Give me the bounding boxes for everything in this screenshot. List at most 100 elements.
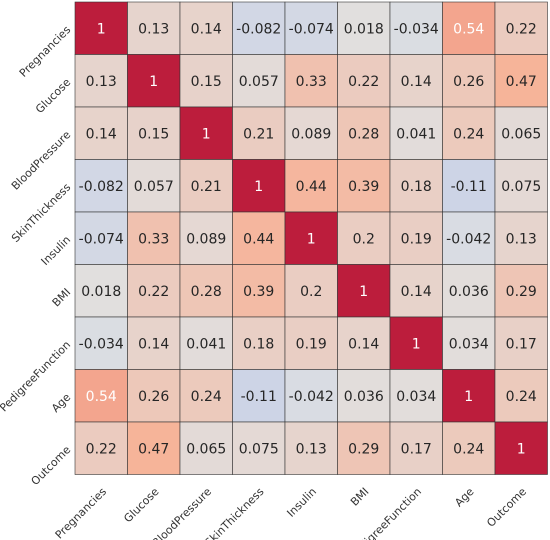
- heatmap-cell-value-insulin-pedigree-function: 0.19: [401, 231, 432, 247]
- heatmap-cell-value-bmi-blood-pressure: 0.28: [191, 284, 222, 300]
- heatmap-cell-value-pregnancies-age: 0.54: [453, 21, 484, 37]
- heatmap-cell-value-outcome-insulin: 0.13: [296, 441, 327, 457]
- heatmap-cell-value-pedigree-function-outcome: 0.17: [506, 336, 537, 352]
- heatmap-cell-value-age-outcome: 0.24: [506, 389, 537, 405]
- heatmap-cell-glucose-age: [442, 54, 496, 108]
- heatmap-cell-value-pregnancies-skin-thickness: -0.082: [236, 21, 281, 37]
- heatmap-cell-value-bmi-outcome: 0.29: [506, 284, 537, 300]
- heatmap-cell-value-pedigree-function-age: 0.034: [449, 336, 489, 352]
- heatmap-cell-value-outcome-pedigree-function: 0.17: [401, 441, 432, 457]
- heatmap-cell-labels: 1 0.13 0.14 -0.082 -0.074 0.018 -0.034 0.54 0.22…: [79, 21, 542, 457]
- heatmap-cell-value-bmi-skin-thickness: 0.39: [243, 284, 274, 300]
- heatmap-cell-age-outcome: [494, 369, 548, 423]
- heatmap-cell-outcome-blood-pressure: [179, 421, 233, 475]
- heatmap-cell-skin-thickness-age: [442, 159, 496, 213]
- heatmap-cell-value-skin-thickness-pregnancies: -0.082: [79, 179, 124, 195]
- heatmap-cell-value-bmi-age: 0.036: [449, 284, 489, 300]
- heatmap-cell-bmi-insulin: [284, 264, 338, 318]
- heatmap-cell-value-age-pedigree-function: 0.034: [396, 389, 436, 405]
- heatmap-cell-value-bmi-glucose: 0.22: [138, 284, 169, 300]
- heatmap-cell-blood-pressure-blood-pressure: [179, 106, 233, 160]
- heatmap-cell-value-age-skin-thickness: -0.11: [241, 389, 277, 405]
- heatmap-cell-insulin-outcome: [494, 211, 548, 265]
- heatmap-cell-value-blood-pressure-skin-thickness: 0.21: [243, 126, 274, 142]
- heatmap-cell-pregnancies-blood-pressure: [179, 1, 233, 55]
- heatmap-cell-bmi-outcome: [494, 264, 548, 318]
- heatmap-cell-value-bmi-pregnancies: 0.018: [81, 284, 121, 300]
- heatmap-cell-glucose-blood-pressure: [179, 54, 233, 108]
- heatmap-cell-value-glucose-age: 0.26: [453, 74, 484, 90]
- heatmap-cell-glucose-insulin: [284, 54, 338, 108]
- heatmap-cell-pedigree-function-blood-pressure: [179, 316, 233, 370]
- heatmap-cell-value-pregnancies-pregnancies: 1: [97, 21, 106, 37]
- heatmap-cell-value-pedigree-function-bmi: 0.14: [348, 336, 379, 352]
- heatmap-cell-bmi-bmi: [337, 264, 391, 318]
- heatmap-cell-pedigree-function-pregnancies: [74, 316, 128, 370]
- y-tick-label-insulin: Insulin: [39, 233, 74, 268]
- heatmap-cell-value-insulin-glucose: 0.33: [138, 231, 169, 247]
- heatmap-cell-bmi-blood-pressure: [179, 264, 233, 318]
- heatmap-cell-outcome-outcome: [494, 421, 548, 475]
- heatmap-cell-pregnancies-age: [442, 1, 496, 55]
- heatmap-cell-glucose-pregnancies: [74, 54, 128, 108]
- heatmap-cell-value-insulin-pregnancies: -0.074: [79, 231, 124, 247]
- heatmap-cell-insulin-blood-pressure: [179, 211, 233, 265]
- heatmap-cell-bmi-pregnancies: [74, 264, 128, 318]
- heatmap-cell-value-pedigree-function-glucose: 0.14: [138, 336, 169, 352]
- heatmap-cell-value-bmi-bmi: 1: [359, 284, 368, 300]
- heatmap-cell-insulin-skin-thickness: [232, 211, 286, 265]
- heatmap-cell-value-pregnancies-blood-pressure: 0.14: [191, 21, 222, 37]
- heatmap-cell-value-blood-pressure-bmi: 0.28: [348, 126, 379, 142]
- heatmap-cell-value-skin-thickness-outcome: 0.075: [501, 179, 541, 195]
- heatmap-cell-value-insulin-bmi: 0.2: [353, 231, 375, 247]
- y-tick-label-bmi: BMI: [50, 286, 74, 310]
- heatmap-cell-value-blood-pressure-pregnancies: 0.14: [86, 126, 117, 142]
- heatmap-cell-value-outcome-outcome: 1: [517, 441, 526, 457]
- heatmap-cell-value-insulin-skin-thickness: 0.44: [243, 231, 274, 247]
- heatmap-cell-value-blood-pressure-age: 0.24: [453, 126, 484, 142]
- heatmap-cell-value-age-age: 1: [464, 389, 473, 405]
- heatmap-cell-blood-pressure-glucose: [127, 106, 181, 160]
- heatmap-cell-outcome-skin-thickness: [232, 421, 286, 475]
- heatmap-cell-value-insulin-outcome: 0.13: [506, 231, 537, 247]
- heatmap-cell-value-insulin-blood-pressure: 0.089: [186, 231, 226, 247]
- heatmap-cell-value-outcome-age: 0.24: [453, 441, 484, 457]
- heatmap-cell-value-insulin-age: -0.042: [446, 231, 491, 247]
- heatmap-cell-pregnancies-pregnancies: [74, 1, 128, 55]
- heatmap-cell-value-blood-pressure-insulin: 0.089: [291, 126, 331, 142]
- heatmap-cell-blood-pressure-pedigree-function: [389, 106, 443, 160]
- heatmap-cell-value-outcome-glucose: 0.47: [138, 441, 169, 457]
- heatmap-cell-value-glucose-bmi: 0.22: [348, 74, 379, 90]
- heatmap-cell-glucose-skin-thickness: [232, 54, 286, 108]
- heatmap-cell-outcome-insulin: [284, 421, 338, 475]
- heatmap-cell-value-skin-thickness-pedigree-function: 0.18: [401, 179, 432, 195]
- heatmap-cell-outcome-pregnancies: [74, 421, 128, 475]
- heatmap-cell-insulin-pedigree-function: [389, 211, 443, 265]
- heatmap-cell-insulin-glucose: [127, 211, 181, 265]
- x-tick-label-age: Age: [452, 485, 476, 509]
- heatmap-cell-value-blood-pressure-pedigree-function: 0.041: [396, 126, 436, 142]
- heatmap-cell-value-age-blood-pressure: 0.24: [191, 389, 222, 405]
- heatmap-cell-age-skin-thickness: [232, 369, 286, 423]
- heatmap-cell-skin-thickness-glucose: [127, 159, 181, 213]
- heatmap-cell-value-insulin-insulin: 1: [307, 231, 316, 247]
- heatmap-cell-pedigree-function-insulin: [284, 316, 338, 370]
- heatmap-cell-blood-pressure-outcome: [494, 106, 548, 160]
- heatmap-cell-value-blood-pressure-glucose: 0.15: [138, 126, 169, 142]
- heatmap-cell-value-pregnancies-outcome: 0.22: [506, 21, 537, 37]
- heatmap-cell-value-glucose-insulin: 0.33: [296, 74, 327, 90]
- heatmap-cell-insulin-bmi: [337, 211, 391, 265]
- heatmap-cell-value-blood-pressure-outcome: 0.065: [501, 126, 541, 142]
- heatmap-cell-skin-thickness-skin-thickness: [232, 159, 286, 213]
- heatmap-cell-value-glucose-glucose: 1: [149, 74, 158, 90]
- heatmap-cell-value-pedigree-function-pedigree-function: 1: [412, 336, 421, 352]
- heatmap-cell-value-skin-thickness-glucose: 0.057: [134, 179, 174, 195]
- heatmap-cell-pedigree-function-pedigree-function: [389, 316, 443, 370]
- heatmap-cell-value-pedigree-function-blood-pressure: 0.041: [186, 336, 226, 352]
- heatmap-cell-value-glucose-skin-thickness: 0.057: [239, 74, 279, 90]
- y-tick-label-outcome: Outcome: [29, 443, 74, 488]
- heatmap-cell-value-glucose-blood-pressure: 0.15: [191, 74, 222, 90]
- heatmap-cell-skin-thickness-outcome: [494, 159, 548, 213]
